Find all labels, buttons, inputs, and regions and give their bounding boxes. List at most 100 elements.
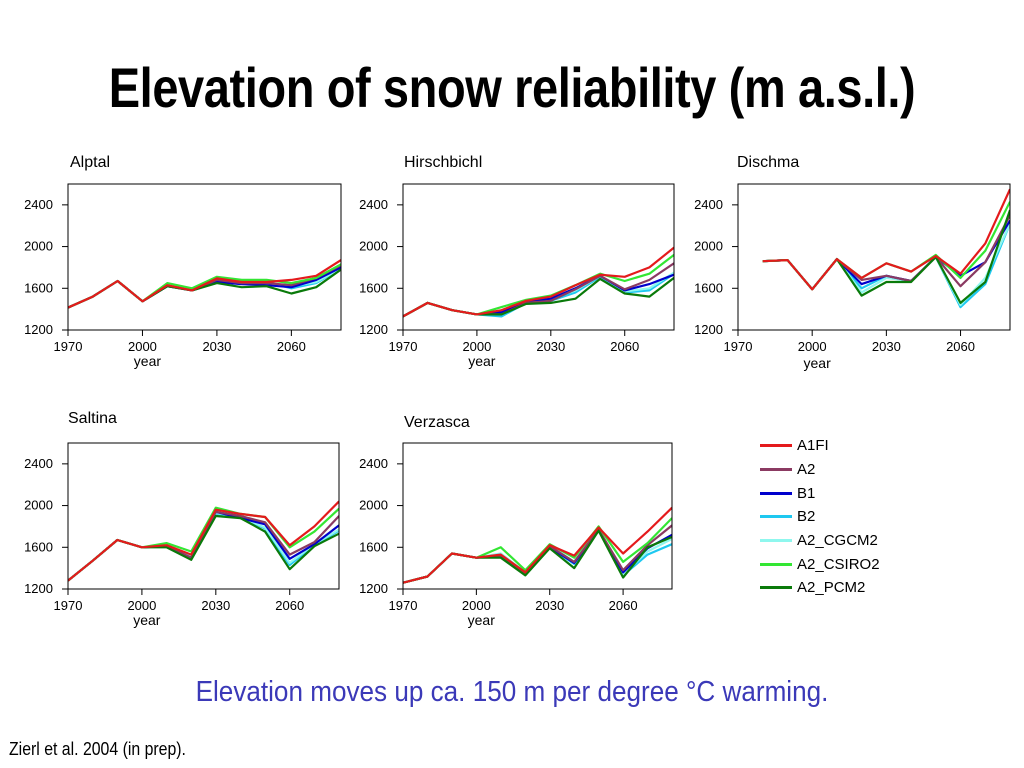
legend-item: A2 bbox=[760, 458, 880, 482]
chart-legend: A1FI A2 B1 B2 A2_CGCM2 A2_CSIRO2 A2_PCM2 bbox=[760, 434, 880, 600]
chart-title-alptal: Alptal bbox=[70, 154, 111, 171]
legend-swatch bbox=[760, 539, 792, 543]
plot-frame bbox=[67, 183, 342, 331]
legend-label: A2 bbox=[797, 461, 816, 479]
series-line bbox=[68, 506, 339, 582]
x-axis-label: year bbox=[134, 353, 162, 369]
plot-frame bbox=[67, 442, 340, 590]
y-tick-label: 2000 bbox=[694, 239, 723, 254]
legend-item: B1 bbox=[760, 481, 880, 505]
chart-alptal: 1200 1600 2000 2400 1970 2000 2030 2060 year bbox=[24, 183, 342, 369]
x-axis-label: year bbox=[468, 353, 496, 369]
x-tick-label: 2030 bbox=[536, 339, 565, 354]
series-line bbox=[762, 209, 1010, 305]
series-line bbox=[68, 267, 341, 309]
plot-frame bbox=[402, 183, 675, 331]
legend-swatch bbox=[760, 515, 792, 519]
x-tick-label: 2060 bbox=[277, 339, 306, 354]
x-axis-label: year bbox=[804, 355, 832, 371]
series-line bbox=[403, 246, 674, 318]
y-tick-label: 1600 bbox=[694, 280, 723, 295]
chart-title-hirschbichl: Hirschbichl bbox=[404, 154, 483, 171]
series-line bbox=[68, 259, 341, 309]
legend-item: A2_CSIRO2 bbox=[760, 552, 880, 576]
page-subtitle: Elevation moves up ca. 150 m per degree … bbox=[195, 676, 829, 708]
series-line bbox=[403, 517, 672, 584]
x-tick-label: 2030 bbox=[535, 598, 564, 613]
chart-verzasca: 1200 1600 2000 2400 1970 2000 2030 2060 year bbox=[359, 442, 673, 628]
chart-title-saltina: Saltina bbox=[68, 410, 117, 427]
chart-title-dischma: Dischma bbox=[737, 154, 800, 171]
legend-label: B2 bbox=[797, 508, 816, 526]
x-axis-label: year bbox=[133, 612, 161, 628]
y-tick-label: 2400 bbox=[359, 456, 388, 471]
y-tick-label: 2400 bbox=[24, 197, 53, 212]
legend-swatch bbox=[760, 444, 792, 448]
x-tick-label: 2030 bbox=[202, 339, 231, 354]
legend-label: A2_CSIRO2 bbox=[797, 555, 880, 573]
y-tick-label: 2400 bbox=[359, 197, 388, 212]
y-tick-label: 1600 bbox=[24, 539, 53, 554]
series-group bbox=[762, 188, 1010, 309]
y-tick-label: 1200 bbox=[694, 322, 723, 337]
chart-title-verzasca: Verzasca bbox=[404, 414, 470, 431]
x-tick-label: 2030 bbox=[872, 339, 901, 354]
legend-swatch bbox=[760, 586, 792, 590]
y-tick-label: 1600 bbox=[359, 539, 388, 554]
x-tick-label: 2000 bbox=[798, 339, 827, 354]
chart-dischma: 1200 1600 2000 2400 1970 2000 2030 2060 year bbox=[694, 183, 1011, 371]
x-tick-label: 2060 bbox=[609, 598, 638, 613]
x-tick-label: 2000 bbox=[128, 339, 157, 354]
series-line bbox=[68, 268, 341, 309]
legend-item: A1FI bbox=[760, 434, 880, 458]
legend-item: A2_PCM2 bbox=[760, 576, 880, 600]
y-tick-label: 2000 bbox=[359, 498, 388, 513]
x-tick-label: 1970 bbox=[389, 598, 418, 613]
series-line bbox=[762, 188, 1010, 291]
y-tick-label: 2400 bbox=[694, 197, 723, 212]
chart-hirschbichl: 1200 1600 2000 2400 1970 2000 2030 2060 year bbox=[359, 183, 675, 369]
page-title: Elevation of snow reliability (m a.s.l.) bbox=[108, 56, 916, 119]
x-axis-label: year bbox=[468, 612, 496, 628]
series-group bbox=[68, 259, 341, 309]
y-tick-label: 2400 bbox=[24, 456, 53, 471]
series-group bbox=[403, 246, 674, 318]
legend-item: B2 bbox=[760, 505, 880, 529]
x-tick-label: 1970 bbox=[54, 339, 83, 354]
y-tick-label: 2000 bbox=[24, 498, 53, 513]
plot-frame bbox=[402, 442, 673, 590]
y-tick-label: 2000 bbox=[24, 239, 53, 254]
y-tick-label: 1200 bbox=[359, 322, 388, 337]
y-tick-label: 2000 bbox=[359, 239, 388, 254]
y-tick-label: 1200 bbox=[359, 581, 388, 596]
legend-swatch bbox=[760, 491, 792, 495]
legend-swatch bbox=[760, 468, 792, 472]
y-tick-label: 1200 bbox=[24, 322, 53, 337]
legend-label: A2_PCM2 bbox=[797, 579, 866, 597]
legend-label: A2_CGCM2 bbox=[797, 532, 878, 550]
series-group bbox=[68, 500, 339, 582]
chart-saltina: 1200 1600 2000 2400 1970 2000 2030 2060 year bbox=[24, 442, 340, 628]
legend-item: A2_CGCM2 bbox=[760, 529, 880, 553]
series-line bbox=[68, 500, 339, 582]
x-tick-label: 2000 bbox=[127, 598, 156, 613]
x-tick-label: 1970 bbox=[724, 339, 753, 354]
x-tick-label: 2060 bbox=[946, 339, 975, 354]
x-tick-label: 2000 bbox=[462, 339, 491, 354]
plot-frame bbox=[737, 183, 1011, 331]
series-line bbox=[403, 506, 672, 584]
series-line bbox=[68, 267, 341, 309]
x-tick-label: 1970 bbox=[389, 339, 418, 354]
x-tick-label: 2060 bbox=[275, 598, 304, 613]
legend-swatch bbox=[760, 562, 792, 566]
x-tick-label: 2060 bbox=[610, 339, 639, 354]
citation: Zierl et al. 2004 (in prep). bbox=[9, 739, 186, 759]
x-tick-label: 1970 bbox=[54, 598, 83, 613]
y-tick-label: 1200 bbox=[24, 581, 53, 596]
legend-label: A1FI bbox=[797, 437, 829, 455]
legend-label: B1 bbox=[797, 484, 816, 502]
y-tick-label: 1600 bbox=[24, 280, 53, 295]
x-tick-label: 2000 bbox=[462, 598, 491, 613]
series-group bbox=[403, 506, 672, 584]
x-tick-label: 2030 bbox=[201, 598, 230, 613]
